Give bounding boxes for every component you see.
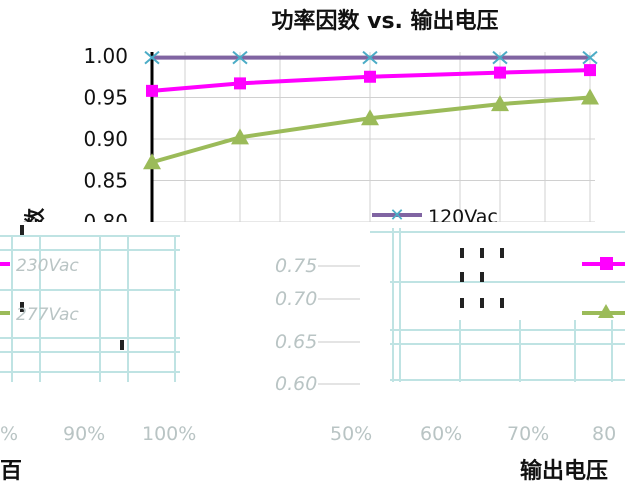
marker-s1-p4	[584, 64, 596, 77]
y-tick-labels: 1.000.950.900.850.80	[83, 44, 128, 234]
ghost-legend-277vac: 277Vac	[0, 304, 625, 325]
marker-s2-p0	[143, 153, 161, 170]
series-line-2	[151, 95, 591, 165]
marker-s1-p1	[234, 77, 246, 90]
x-tick-left-2: 100%	[142, 423, 196, 445]
overlapping-chart-artifact: 0.75 0.70 0.65 0.60 230Vac 277Vac	[0, 222, 625, 395]
series-lines	[143, 50, 599, 170]
x-tick-right-0: 50%	[330, 423, 372, 445]
x-tick-right-1: 60%	[420, 423, 462, 445]
x-tick-left-0: %	[0, 423, 18, 445]
marker-s1-p2	[364, 70, 376, 83]
x-tick-right-3: 80	[592, 423, 616, 445]
legend-marker-120vac: ✕	[389, 205, 404, 226]
x-axis-label: 输出电压	[520, 458, 608, 484]
marker-s0-p0	[144, 50, 160, 65]
marker-s1-p3	[494, 66, 506, 79]
y-tick-3: 0.85	[83, 169, 128, 193]
ghost-y-tick-3: 0.60	[275, 373, 317, 395]
marker-s2-p1	[231, 128, 249, 145]
marker-s0-p3	[492, 50, 508, 65]
ghost-legend-label-230vac: 230Vac	[16, 256, 79, 276]
y-tick-2: 0.90	[83, 127, 128, 151]
main-plot: 1.000.950.900.850.80	[83, 44, 599, 234]
marker-s0-p2	[362, 50, 378, 65]
ghost-legend-230vac: 230Vac	[0, 256, 625, 276]
chart-title: 功率因数 vs. 输出电压	[271, 8, 498, 34]
y-tick-1: 0.95	[83, 86, 128, 110]
x-tick-right-2: 70%	[507, 423, 549, 445]
ghost-y-tick-0: 0.75	[275, 255, 317, 277]
ghost-y-tick-1: 0.70	[275, 288, 317, 310]
ghost-y-tick-2: 0.65	[275, 331, 317, 353]
marker-s0-p4	[582, 50, 598, 65]
marker-s1-p0	[146, 84, 158, 97]
x-tick-left-1: 90%	[63, 423, 105, 445]
cut-off-glyph-bottom-left: 百	[0, 459, 22, 484]
marker-s0-p1	[232, 50, 248, 65]
ghost-y-tick-labels: 0.75 0.70 0.65 0.60	[275, 255, 360, 395]
marker-s2-p2	[361, 109, 379, 126]
x-tick-labels: % 90% 100% 50% 60% 70% 80	[0, 423, 616, 445]
ghost-legend-label-277vac: 277Vac	[16, 305, 79, 325]
marker-s2-p3	[491, 95, 509, 112]
y-tick-0: 1.00	[83, 44, 128, 68]
marker-s2-p4	[581, 88, 599, 105]
